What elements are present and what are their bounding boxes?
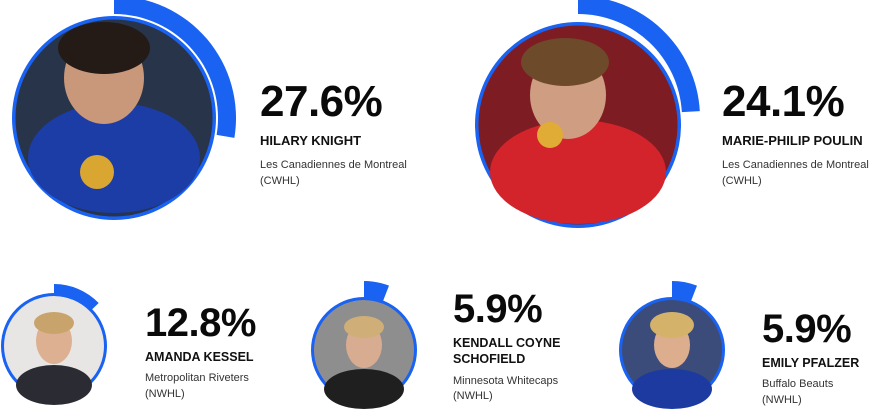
player-card-hilary-knight: 27.6% HILARY KNIGHT Les Canadiennes de M… — [0, 0, 420, 230]
photo-ring — [311, 281, 417, 409]
team-name: Les Canadiennes de Montreal (CWHL) — [722, 158, 869, 187]
team-name: Buffalo Beauts (NWHL) — [762, 378, 834, 407]
player-card-amanda-kessel: 12.8% AMANDA KESSEL Metropolitan Riveter… — [0, 275, 290, 405]
percentage-arc — [672, 281, 697, 304]
player-card-kendall-coyne-schofield: 5.9% KENDALL COYNE SCHOFIELD Minnesota W… — [300, 275, 600, 409]
player-name: EMILY PFALZER — [762, 356, 860, 370]
photo-ring — [1, 284, 107, 405]
player-name: AMANDA KESSEL — [145, 350, 254, 364]
player-card-marie-philip-poulin: 24.1% MARIE-PHILIP POULIN Les Canadienne… — [460, 0, 873, 230]
player-name: KENDALL COYNE SCHOFIELD — [453, 336, 561, 367]
percentage-value: 5.9% — [762, 307, 852, 351]
team-name: Metropolitan Riveters (NWHL) — [145, 372, 249, 401]
photo-ring — [12, 0, 236, 220]
percentage-arc — [578, 0, 700, 113]
team-name: Les Canadiennes de Montreal (CWHL) — [260, 158, 407, 187]
percentage-value: 27.6% — [260, 77, 383, 126]
photo-ring — [619, 281, 725, 409]
team-name: Minnesota Whitecaps (NWHL) — [453, 374, 559, 403]
player-name: HILARY KNIGHT — [260, 133, 362, 148]
player-card-emily-pfalzer: 5.9% EMILY PFALZER Buffalo Beauts (NWHL) — [615, 275, 873, 409]
percentage-value: 24.1% — [722, 77, 845, 126]
percentage-value: 12.8% — [145, 301, 256, 345]
percentage-value: 5.9% — [453, 287, 543, 331]
percentage-arc — [114, 0, 236, 138]
player-name: MARIE-PHILIP POULIN — [722, 133, 863, 148]
percentage-arc — [364, 281, 389, 304]
photo-ring — [475, 0, 700, 228]
percentage-arc — [54, 284, 99, 312]
